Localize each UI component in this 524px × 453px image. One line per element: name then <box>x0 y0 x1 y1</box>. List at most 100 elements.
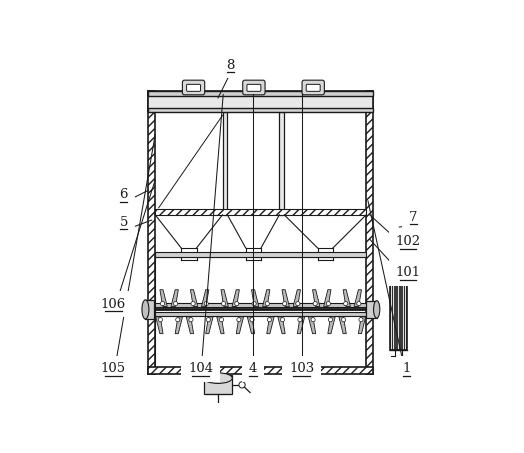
Polygon shape <box>267 317 274 334</box>
Circle shape <box>250 318 254 322</box>
Circle shape <box>282 302 287 306</box>
Polygon shape <box>217 317 224 334</box>
Circle shape <box>237 318 241 322</box>
Polygon shape <box>190 290 198 306</box>
FancyBboxPatch shape <box>306 84 320 92</box>
Polygon shape <box>236 317 244 334</box>
Bar <box>148 91 373 112</box>
Bar <box>405 269 406 350</box>
Bar <box>146 300 154 319</box>
Circle shape <box>313 302 317 306</box>
Bar <box>279 112 284 215</box>
Circle shape <box>344 302 348 306</box>
Text: 6: 6 <box>119 188 128 201</box>
Circle shape <box>359 318 363 322</box>
Circle shape <box>280 318 285 322</box>
Polygon shape <box>186 317 193 334</box>
Bar <box>366 301 377 318</box>
Bar <box>397 269 399 350</box>
Circle shape <box>220 318 224 322</box>
FancyBboxPatch shape <box>187 84 201 92</box>
Text: 5: 5 <box>119 216 128 229</box>
Text: 103: 103 <box>289 362 314 375</box>
Circle shape <box>239 382 245 388</box>
Bar <box>223 112 227 215</box>
Ellipse shape <box>204 373 232 383</box>
Circle shape <box>329 318 333 322</box>
FancyBboxPatch shape <box>182 80 205 95</box>
Bar <box>155 257 366 366</box>
Bar <box>390 269 391 350</box>
Bar <box>204 375 232 395</box>
Polygon shape <box>293 290 300 306</box>
FancyBboxPatch shape <box>247 84 261 92</box>
Circle shape <box>206 318 211 322</box>
Polygon shape <box>313 290 320 306</box>
Polygon shape <box>328 317 335 334</box>
Text: 4: 4 <box>249 362 257 375</box>
Polygon shape <box>263 290 270 306</box>
Bar <box>392 269 394 350</box>
Bar <box>148 366 373 374</box>
Circle shape <box>252 302 256 306</box>
Bar <box>148 91 155 374</box>
Polygon shape <box>202 290 209 306</box>
Text: 104: 104 <box>188 362 213 375</box>
Circle shape <box>235 302 239 306</box>
Text: 101: 101 <box>396 266 421 280</box>
Circle shape <box>222 302 226 306</box>
Circle shape <box>173 302 178 306</box>
Circle shape <box>189 318 193 322</box>
Text: 7: 7 <box>409 211 418 223</box>
Text: 1: 1 <box>402 362 410 375</box>
Polygon shape <box>232 290 239 306</box>
FancyBboxPatch shape <box>243 80 265 95</box>
Polygon shape <box>343 290 351 306</box>
Circle shape <box>191 302 195 306</box>
Polygon shape <box>160 290 167 306</box>
Circle shape <box>158 318 162 322</box>
Circle shape <box>296 302 300 306</box>
Polygon shape <box>221 290 228 306</box>
Circle shape <box>342 318 346 322</box>
Text: 8: 8 <box>226 59 234 72</box>
Polygon shape <box>282 290 289 306</box>
Bar <box>366 91 373 374</box>
Circle shape <box>265 302 269 306</box>
Bar <box>390 269 407 350</box>
Bar <box>155 208 366 215</box>
Polygon shape <box>247 317 255 334</box>
Bar <box>402 269 403 350</box>
Bar <box>399 269 401 350</box>
Polygon shape <box>252 290 259 306</box>
Polygon shape <box>309 317 315 334</box>
Bar <box>395 269 397 350</box>
Ellipse shape <box>374 301 380 318</box>
Circle shape <box>326 302 331 306</box>
Polygon shape <box>175 317 182 334</box>
Polygon shape <box>278 317 285 334</box>
Bar <box>148 108 373 112</box>
Polygon shape <box>156 317 163 334</box>
Polygon shape <box>324 290 331 306</box>
Bar <box>155 312 366 316</box>
Bar <box>155 252 366 257</box>
Circle shape <box>176 318 180 322</box>
Polygon shape <box>297 317 304 334</box>
Bar <box>155 303 366 307</box>
Text: 102: 102 <box>396 235 421 248</box>
Ellipse shape <box>142 300 149 319</box>
Bar <box>148 91 373 96</box>
Polygon shape <box>358 317 366 334</box>
FancyBboxPatch shape <box>302 80 324 95</box>
Circle shape <box>357 302 361 306</box>
Circle shape <box>311 318 315 322</box>
Polygon shape <box>206 317 213 334</box>
Circle shape <box>267 318 271 322</box>
Polygon shape <box>339 317 346 334</box>
Text: 106: 106 <box>101 298 126 311</box>
Polygon shape <box>171 290 178 306</box>
Circle shape <box>298 318 302 322</box>
Circle shape <box>160 302 165 306</box>
Circle shape <box>204 302 209 306</box>
